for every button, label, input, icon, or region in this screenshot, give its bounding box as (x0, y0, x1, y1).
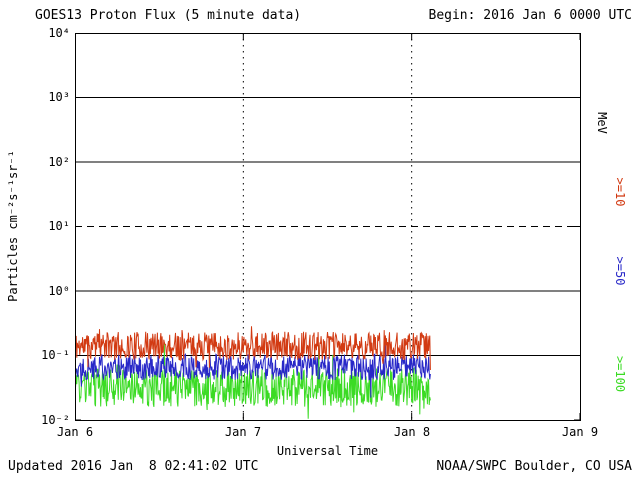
flux-trace-50 (75, 343, 431, 398)
series-label-ge50: >=50 (613, 256, 627, 286)
y-tick-label: 10² (48, 155, 70, 169)
x-tick-label: Jan 7 (224, 425, 262, 439)
chart-title: GOES13 Proton Flux (5 minute data) (35, 8, 302, 23)
y-axis-label: Particles cm⁻²s⁻¹sr⁻¹ (6, 150, 20, 302)
flux-trace-10 (75, 326, 431, 371)
y-tick-label: 10⁰ (48, 284, 70, 298)
x-tick-label: Jan 9 (561, 425, 599, 439)
y-tick-label: 10¹ (48, 219, 70, 233)
y-tick-label: 10⁻¹ (41, 348, 70, 362)
x-tick-label: Jan 8 (393, 425, 431, 439)
series-label-ge100: >=100 (613, 355, 627, 393)
flux-trace-100 (75, 343, 431, 419)
y-tick-label: 10⁴ (48, 26, 70, 40)
y-tick-label: 10³ (48, 90, 70, 104)
x-tick-label: Jan 6 (56, 425, 94, 439)
plot-area (75, 33, 581, 421)
source-credit: NOAA/SWPC Boulder, CO USA (436, 459, 632, 474)
begin-timestamp: Begin: 2016 Jan 6 0000 UTC (428, 8, 633, 23)
x-axis-label: Universal Time (276, 444, 379, 458)
units-label: MeV (595, 112, 609, 134)
plot-frame (75, 33, 581, 421)
updated-timestamp: Updated 2016 Jan 8 02:41:02 UTC (8, 459, 259, 474)
y-tick-label: 10⁻² (41, 413, 70, 427)
